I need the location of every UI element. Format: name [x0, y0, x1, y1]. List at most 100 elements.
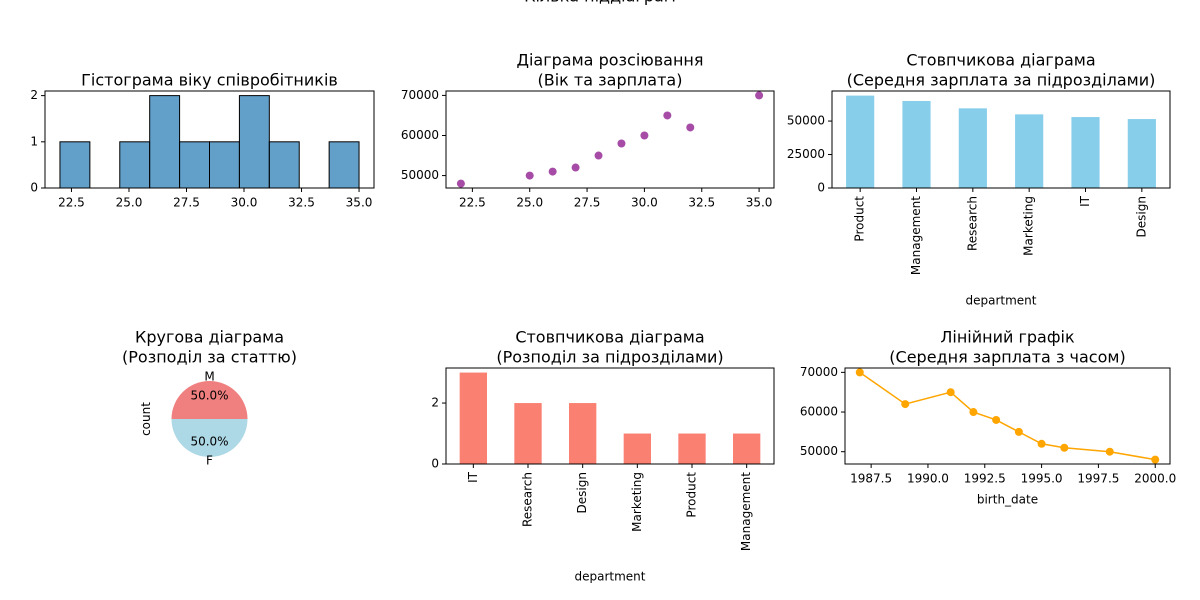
line-marker [1105, 447, 1114, 456]
chart-title: (Розподіл за статтю) [122, 348, 297, 367]
scatter-point [548, 167, 557, 176]
plot-area [855, 368, 1160, 464]
scatter-point [663, 111, 672, 120]
x-tick-label: Design [1134, 196, 1148, 237]
x-tick-label: Product [685, 472, 699, 518]
line-marker [969, 408, 978, 417]
y-tick-label: 60000 [800, 405, 838, 419]
hist-bar [328, 141, 360, 188]
plot-area [459, 372, 761, 464]
hist-bar [209, 141, 240, 188]
chart-title: (Вік та зарплата) [538, 71, 683, 90]
chart-title: (Середня зарплата за підрозділами) [847, 71, 1156, 90]
plot-area [456, 91, 764, 188]
x-tick-label: 2000.0 [1134, 472, 1176, 486]
x-tick-label: Research [965, 196, 979, 251]
line-marker [1060, 443, 1069, 452]
x-tick-label: 1992.5 [964, 472, 1006, 486]
x-tick-label: 27.5 [574, 196, 601, 210]
y-tick-label: 0 [30, 181, 38, 195]
x-tick-label: 1997.5 [1077, 472, 1119, 486]
bar [958, 108, 987, 188]
hist-bar [149, 95, 181, 188]
x-tick-label: 25.0 [516, 196, 543, 210]
pie-label: M [204, 370, 214, 384]
bar [846, 95, 875, 188]
x-tick-label: Marketing [1022, 196, 1036, 256]
y-tick-label: 50000 [787, 114, 825, 128]
x-tick-label: 32.5 [688, 196, 715, 210]
scatter-point [686, 123, 695, 132]
line-marker [1014, 427, 1023, 436]
y-axis-label: count [139, 402, 153, 436]
y-tick-label: 50000 [800, 444, 838, 458]
chart-title: Стовпчикова діаграма [906, 51, 1095, 70]
bar [1071, 117, 1100, 188]
pie-slice [171, 419, 248, 457]
hist-bar [179, 141, 211, 188]
line-marker [1037, 439, 1046, 448]
bar [902, 100, 931, 188]
axes-frame [844, 367, 1171, 465]
y-tick-label: 70000 [401, 88, 439, 102]
y-tick-label: 25000 [787, 147, 825, 161]
x-tick-label: Research [521, 472, 535, 527]
x-tick-label: IT [1078, 195, 1092, 207]
x-tick-label: Management [909, 196, 923, 275]
figure-title: Кілька піддіаграм [524, 0, 676, 6]
x-tick-label: 22.5 [58, 196, 85, 210]
chart-title: Стовпчикова діаграма [515, 328, 704, 347]
y-tick-label: 2 [431, 396, 439, 410]
chart-title: (Розподіл за підрозділами) [496, 348, 723, 367]
y-tick-label: 2 [30, 88, 38, 102]
x-tick-label: 25.0 [116, 196, 143, 210]
hist-bar [268, 141, 300, 188]
x-tick-label: 1995.0 [1021, 472, 1063, 486]
chart-title: (Середня зарплата з часом) [889, 348, 1125, 367]
x-axis-label: department [575, 570, 646, 584]
y-tick-label: 60000 [401, 128, 439, 142]
bar [459, 372, 487, 464]
x-tick-label: 35.0 [346, 196, 373, 210]
scatter-point [640, 131, 649, 140]
plot-area [846, 95, 1156, 188]
y-tick-label: 1 [30, 134, 38, 148]
scatter-point [525, 171, 534, 180]
x-tick-label: Marketing [630, 472, 644, 532]
y-tick-label: 50000 [401, 168, 439, 182]
chart-title: Лінійний графік [940, 328, 1075, 347]
scatter-point [617, 139, 626, 148]
scatter-point [571, 163, 580, 172]
axes-frame [44, 90, 375, 189]
line-marker [901, 400, 910, 409]
x-axis-label: birth_date [977, 493, 1038, 507]
x-tick-label: 27.5 [173, 196, 200, 210]
bar [678, 433, 706, 464]
x-axis-label: department [966, 294, 1037, 308]
x-tick-label: 30.0 [231, 196, 258, 210]
chart-title: Діаграма розсіювання [516, 51, 703, 70]
x-tick-label: Design [575, 472, 589, 513]
x-tick-label: Management [739, 472, 753, 551]
line-marker [1151, 455, 1160, 464]
hist-bar [238, 95, 270, 188]
bar [1127, 119, 1156, 188]
y-tick-label: 0 [817, 181, 825, 195]
axes-frame [445, 367, 775, 465]
hist-bar [59, 141, 91, 188]
x-tick-label: 22.5 [459, 196, 486, 210]
chart-title: Гістограма віку співробітників [81, 71, 338, 90]
chart-title: Кругова діаграма [135, 328, 284, 347]
pie-value-label: 50.0% [190, 389, 228, 403]
y-tick-label: 0 [431, 457, 439, 471]
bar [569, 403, 597, 464]
x-tick-label: Product [853, 196, 867, 242]
x-tick-label: 32.5 [288, 196, 315, 210]
pie-value-label: 50.0% [190, 434, 228, 448]
scatter-point [594, 151, 603, 160]
x-tick-label: 1987.5 [850, 472, 892, 486]
axes-frame [831, 90, 1171, 189]
bar [514, 403, 542, 464]
